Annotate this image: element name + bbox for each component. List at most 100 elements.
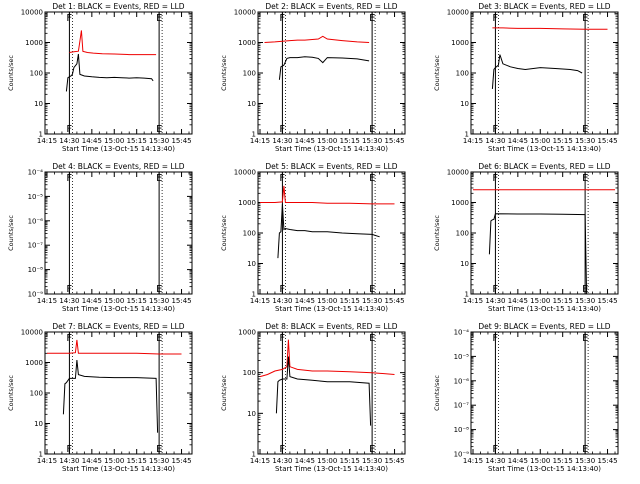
x-tick-label: 14:45 (508, 137, 528, 145)
plot-frame (257, 331, 406, 455)
marker-label-top: F (66, 333, 72, 344)
series-events-line (65, 53, 154, 92)
x-tick-label: 14:15 (37, 137, 57, 145)
y-tick-label: 10000 (21, 329, 43, 337)
x-tick-label: 15:00 (317, 137, 337, 145)
x-tick-label: 14:15 (463, 297, 483, 305)
y-tick-label: 10 (247, 260, 256, 268)
series-lld-line (47, 339, 182, 355)
x-tick-label: 14:45 (295, 457, 315, 465)
series-events-line (277, 203, 380, 259)
y-tick-label: 1 (39, 131, 43, 139)
y-tick-label: 10000 (447, 169, 469, 177)
y-axis-label: Counts/sec (433, 55, 441, 91)
series-events-line (62, 360, 159, 433)
marker-label-top: F (492, 13, 498, 24)
y-tick-label: 10⁻⁵ (454, 353, 470, 361)
x-axis-label: Start Time (13-Oct-15 14:13:40) (488, 145, 601, 153)
x-tick-label: 14:30 (272, 137, 292, 145)
x-tick-label: 14:15 (250, 297, 270, 305)
marker-label-top: F (492, 333, 498, 344)
y-tick-label: 10⁻⁷ (28, 242, 44, 250)
plot-frame (44, 171, 193, 295)
x-tick-label: 15:45 (384, 137, 404, 145)
marker-label-bottom: E (369, 124, 375, 135)
x-axis-label: Start Time (13-Oct-15 14:13:40) (275, 465, 388, 473)
x-tick-label: 15:15 (127, 137, 147, 145)
marker-label-top: F (279, 13, 285, 24)
y-tick-label: 10⁻⁴ (454, 329, 470, 337)
marker-label-top: E (582, 173, 588, 184)
y-tick-label: 100 (456, 230, 469, 238)
marker-label-bottom: E (156, 444, 162, 455)
plot-frame (470, 11, 619, 135)
plot-title: Det 5: BLACK = Events, RED = LLD (265, 162, 397, 171)
y-tick-label: 10⁻⁸ (28, 266, 44, 274)
y-tick-label: 100 (243, 70, 256, 78)
marker-label-bottom: E (582, 124, 588, 135)
x-axis-label: Start Time (13-Oct-15 14:13:40) (62, 145, 175, 153)
y-tick-label: 100 (243, 230, 256, 238)
plot-title: Det 9: BLACK = Events, RED = LLD (478, 322, 610, 331)
marker-label-top: E (582, 13, 588, 24)
x-tick-label: 14:30 (272, 457, 292, 465)
marker-label-bottom: F (279, 284, 285, 295)
y-tick-label: 1 (465, 291, 469, 299)
marker-label-bottom: F (66, 284, 72, 295)
y-axis-label: Counts/sec (7, 375, 15, 411)
marker-label-top: F (279, 173, 285, 184)
x-tick-label: 15:00 (104, 137, 124, 145)
y-axis-label: Counts/sec (433, 215, 441, 251)
y-tick-label: 1 (252, 291, 256, 299)
x-tick-label: 14:15 (250, 457, 270, 465)
y-tick-label: 10⁻⁶ (28, 217, 44, 225)
y-tick-label: 1000 (25, 359, 43, 367)
y-tick-label: 10 (460, 100, 469, 108)
series-events-line (491, 54, 583, 89)
marker-label-bottom: E (369, 284, 375, 295)
series-lld-line (69, 30, 157, 56)
y-tick-label: 1000 (238, 199, 256, 207)
x-tick-label: 14:45 (82, 297, 102, 305)
y-axis-label: Counts/sec (220, 55, 228, 91)
y-tick-label: 1 (39, 451, 43, 459)
x-tick-label: 14:15 (463, 137, 483, 145)
y-tick-label: 10 (34, 420, 43, 428)
x-tick-label: 15:00 (317, 297, 337, 305)
plot-title: Det 1: BLACK = Events, RED = LLD (52, 2, 184, 11)
x-tick-label: 15:15 (553, 297, 573, 305)
marker-label-top: E (369, 13, 375, 24)
x-axis-label: Start Time (13-Oct-15 14:13:40) (62, 305, 175, 313)
x-tick-label: 15:45 (171, 137, 191, 145)
marker-label-bottom: F (279, 444, 285, 455)
x-axis-label: Start Time (13-Oct-15 14:13:40) (275, 145, 388, 153)
x-tick-label: 14:15 (37, 457, 57, 465)
x-tick-label: 15:00 (104, 457, 124, 465)
marker-label-top: E (582, 333, 588, 344)
marker-label-top: F (66, 173, 72, 184)
y-tick-label: 10⁻⁶ (454, 377, 470, 385)
y-tick-label: 10 (460, 260, 469, 268)
x-tick-label: 15:00 (530, 137, 550, 145)
marker-label-top: F (279, 333, 285, 344)
plot-title: Det 6: BLACK = Events, RED = LLD (478, 162, 610, 171)
x-tick-label: 14:45 (295, 137, 315, 145)
y-tick-label: 1 (252, 451, 256, 459)
x-tick-label: 15:30 (575, 297, 595, 305)
y-tick-label: 10000 (447, 9, 469, 17)
series-lld-line (259, 339, 395, 378)
x-tick-label: 15:30 (362, 137, 382, 145)
x-tick-label: 14:30 (485, 457, 505, 465)
x-tick-label: 15:45 (171, 457, 191, 465)
plot-frame (470, 331, 619, 455)
marker-label-bottom: E (582, 444, 588, 455)
x-tick-label: 15:00 (530, 457, 550, 465)
y-axis-label: Counts/sec (220, 215, 228, 251)
plot-frame (44, 331, 193, 455)
plot-title: Det 2: BLACK = Events, RED = LLD (265, 2, 397, 11)
y-tick-label: 1 (465, 131, 469, 139)
marker-label-top: E (369, 173, 375, 184)
y-tick-label: 10⁻⁷ (454, 402, 470, 410)
y-axis-label: Counts/sec (433, 375, 441, 411)
marker-label-bottom: F (279, 124, 285, 135)
